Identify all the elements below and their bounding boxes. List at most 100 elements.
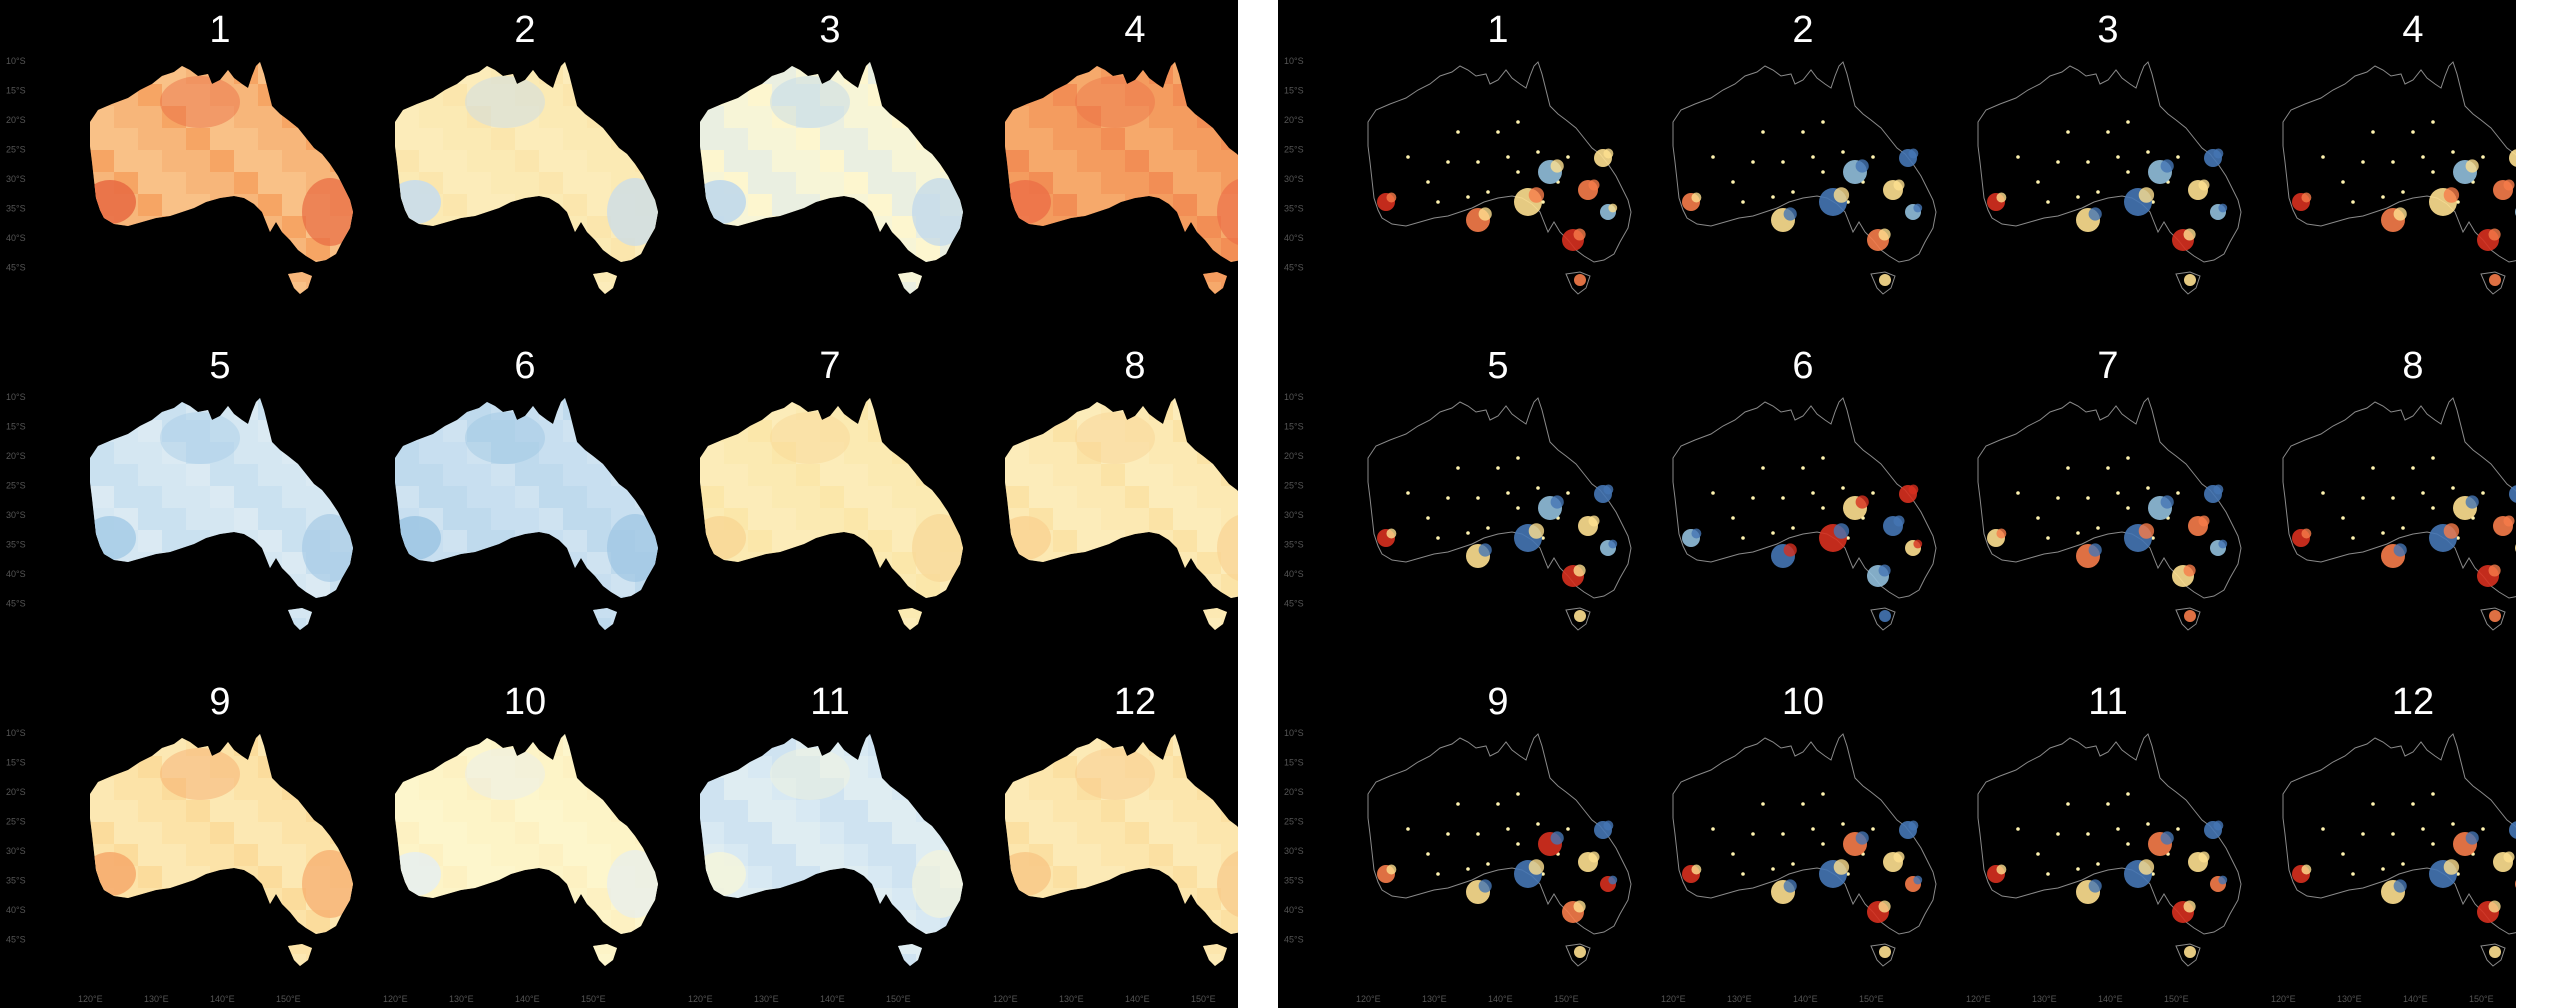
- tasmania-coastline: [1870, 607, 1896, 631]
- grid-cell: [563, 552, 587, 574]
- grid-cell: [587, 530, 611, 552]
- grid-cell: [940, 596, 963, 618]
- grid-cell: [700, 238, 724, 260]
- grid-cell: [940, 282, 963, 294]
- grid-cell: [1221, 778, 1238, 800]
- grid-cell: [515, 756, 539, 778]
- grid-cell: [587, 800, 611, 822]
- grid-cell: [90, 84, 114, 106]
- grid-cell: [1125, 800, 1149, 822]
- grid-cell: [515, 194, 539, 216]
- grid-cell: [330, 932, 353, 954]
- grid-cell: [515, 282, 539, 294]
- grid-cell: [1077, 552, 1101, 574]
- grid-cell: [1197, 756, 1221, 778]
- month-map-8: 8: [1005, 345, 1238, 630]
- grid-cell: [892, 106, 916, 128]
- station-dot: [2016, 155, 2020, 159]
- station-dot: [1751, 832, 1755, 836]
- station-dot: [2321, 827, 2325, 831]
- grid-cell: [1077, 822, 1101, 844]
- station-dot: [2456, 200, 2460, 204]
- grid-cell: [1005, 62, 1029, 84]
- grid-cell: [940, 756, 963, 778]
- grid-cell: [1197, 910, 1221, 932]
- grid-cell: [443, 238, 467, 260]
- grid-cell: [114, 84, 138, 106]
- grid-cell: [868, 596, 892, 618]
- grid-cell: [162, 464, 186, 486]
- grid-cell: [700, 128, 724, 150]
- grid-cell: [635, 464, 658, 486]
- grid-cell: [892, 530, 916, 552]
- grid-cell: [844, 84, 868, 106]
- grid-cell: [820, 888, 844, 910]
- grid-cell: [1197, 932, 1221, 954]
- grid-cell: [1005, 734, 1029, 756]
- grid-cell: [234, 800, 258, 822]
- station-dot: [2016, 827, 2020, 831]
- grid-cell: [796, 932, 820, 954]
- grid-cell: [1029, 260, 1053, 282]
- grid-cell: [587, 62, 611, 84]
- latitude-tick-label: 15°S: [6, 758, 26, 768]
- grid-cell: [1197, 442, 1221, 464]
- station-dot: [1446, 160, 1450, 164]
- grid-cell: [138, 216, 162, 238]
- grid-cell: [916, 778, 940, 800]
- longitude-tick-label: 150°E: [2164, 994, 2189, 1004]
- grid-cell: [748, 508, 772, 530]
- longitude-tick-label: 140°E: [1488, 994, 1513, 1004]
- grid-cell: [700, 150, 724, 172]
- tasmania-cluster: [2489, 274, 2501, 286]
- month-label: 9: [1487, 681, 1508, 723]
- grid-cell: [844, 106, 868, 128]
- grid-cell: [844, 822, 868, 844]
- station-cluster: [1603, 484, 1614, 495]
- latitude-tick-label: 15°S: [1284, 422, 1304, 432]
- grid-cell: [1077, 800, 1101, 822]
- month-map-4: 4: [2282, 9, 2516, 295]
- station-dot: [2401, 862, 2405, 866]
- grid-cell: [1125, 954, 1149, 966]
- grid-cell: [1197, 238, 1221, 260]
- grid-cell: [234, 954, 258, 966]
- grid-cell: [419, 128, 443, 150]
- grid-cell: [916, 618, 940, 630]
- grid-cell: [467, 464, 491, 486]
- station-dot: [1566, 491, 1570, 495]
- grid-cell: [258, 552, 282, 574]
- station-dot: [2126, 506, 2130, 510]
- grid-cell: [1173, 778, 1197, 800]
- grid-cell: [1005, 282, 1029, 294]
- grid-cell: [467, 552, 491, 574]
- grid-cell: [1005, 398, 1029, 420]
- grid-cell: [258, 194, 282, 216]
- north-anomaly: [1075, 76, 1155, 128]
- grid-cell: [515, 420, 539, 442]
- grid-cell: [1149, 260, 1173, 282]
- grid-cell: [635, 778, 658, 800]
- grid-cell: [282, 508, 306, 530]
- grid-cell: [892, 172, 916, 194]
- grid-cell: [1125, 260, 1149, 282]
- grid-cell: [892, 574, 916, 596]
- longitude-tick-label: 140°E: [1793, 994, 1818, 1004]
- station-dot: [1426, 180, 1430, 184]
- grid-cell: [419, 420, 443, 442]
- station-dot: [2351, 200, 2355, 204]
- latitude-tick-label: 40°S: [6, 233, 26, 243]
- grid-cell: [539, 260, 563, 282]
- gridded-maps-panel: 1 2 3 4 5 6 7 8 9 10 11 12 10°S 10°S 10°S 15°S 15°S 15°S 2…: [0, 0, 1238, 1008]
- grid-cell: [138, 398, 162, 420]
- station-dot: [1406, 827, 1410, 831]
- grid-cell: [491, 172, 515, 194]
- grid-cell: [1149, 238, 1173, 260]
- grid-cell: [467, 800, 491, 822]
- grid-cell: [1077, 128, 1101, 150]
- grid-cell: [1173, 734, 1197, 756]
- grid-cell: [419, 282, 443, 294]
- grid-cell: [306, 596, 330, 618]
- grid-cell: [1125, 172, 1149, 194]
- grid-cell: [162, 954, 186, 966]
